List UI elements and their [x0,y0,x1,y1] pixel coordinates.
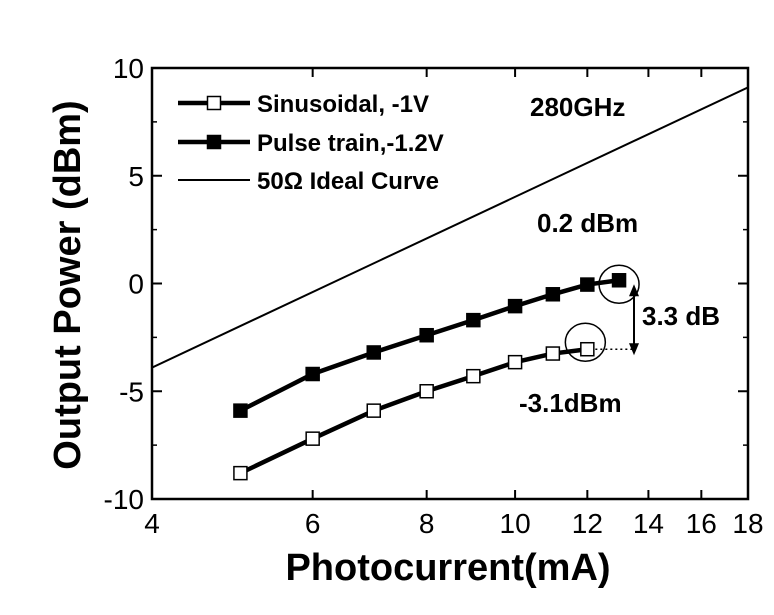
data-point-sinusoidal [507,354,523,370]
x-tick-label: 10 [500,508,531,539]
x-tick-label: 8 [419,508,435,539]
x-tick-label: 4 [144,508,160,539]
annotation-pulse-peak: 0.2 dBm [537,208,638,238]
plot-frame [150,66,750,501]
x-tick-label: 6 [305,508,321,539]
data-point-sinusoidal [545,346,561,361]
data-point-sinusoidal [366,403,382,418]
y-axis-label: Output Power (dBm) [47,100,89,469]
legend-marker-sinusoidal [206,95,222,111]
legend-label-ideal-curve: 50Ω Ideal Curve [257,168,439,195]
x-tick-label: 16 [686,508,717,539]
legend-label-pulse-train: Pulse train,-1.2V [257,130,444,157]
annotation-frequency: 280GHz [530,92,625,122]
difference-arrow-head-down [629,343,639,356]
data-point-pulse-train [366,345,382,360]
data-point-sinusoidal [305,431,320,446]
x-tick-label: 18 [732,508,763,539]
data-point-pulse-train [580,277,595,292]
data-point-pulse-train [305,366,320,382]
data-point-sinusoidal [466,368,481,384]
data-point-pulse-train [611,273,627,288]
data-point-pulse-train [507,298,523,314]
data-point-sinusoidal [233,465,248,481]
annotation-difference: 3.3 dB [642,301,720,331]
data-point-pulse-train [419,327,434,343]
data-point-pulse-train [466,312,481,328]
highlight-circle-sinusoidal-peak [564,322,607,362]
legend-marker-pulse-train [206,134,222,150]
x-tick-label: 12 [572,508,603,539]
x-axis-label: Photocurrent(mA) [285,547,610,589]
highlight-circle-pulse-peak [598,264,640,305]
data-point-pulse-train [233,403,248,418]
legend-label-sinusoidal: Sinusoidal, -1V [257,91,429,118]
y-tick-label: 5 [128,161,144,192]
data-point-sinusoidal [580,341,595,357]
x-tick-label: 14 [633,508,664,539]
y-tick-label: 10 [113,53,144,84]
y-tick-label: -10 [104,484,144,515]
y-tick-label: -5 [119,376,144,407]
difference-arrow-head-up [629,284,639,297]
data-point-sinusoidal [419,384,434,399]
series-line-ideal-curve [152,86,748,369]
y-tick-label: 0 [128,269,144,300]
data-point-pulse-train [545,287,561,302]
annotation-sinusoidal-peak: -3.1dBm [519,388,622,418]
